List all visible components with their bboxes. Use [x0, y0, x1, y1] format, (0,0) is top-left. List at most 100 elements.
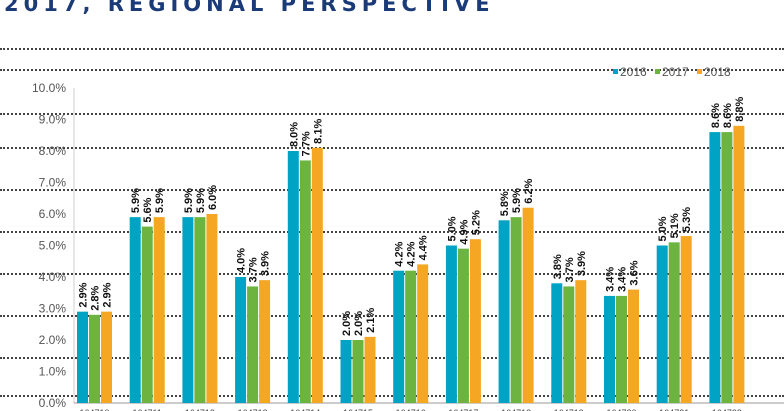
bar-2017 — [721, 132, 733, 403]
x-tick-label: 164717 — [448, 408, 478, 411]
data-label: 5.9% — [183, 188, 195, 213]
y-tick-label: 0.0% — [39, 396, 67, 410]
data-label: 8.1% — [312, 119, 324, 144]
dotted-divider — [0, 189, 784, 191]
bar-2018 — [522, 207, 534, 403]
bar-2016 — [129, 217, 141, 403]
data-label: 7.7% — [300, 131, 312, 156]
bar-group: 4.2%4.2%4.4%164716 — [393, 235, 430, 411]
legend-item: 2016 — [613, 65, 647, 79]
data-label: 8.0% — [288, 122, 300, 147]
data-label: 3.6% — [629, 260, 641, 285]
legend-label: 2018 — [704, 65, 731, 79]
bar-2018 — [575, 280, 587, 403]
data-label: 5.6% — [142, 197, 154, 222]
bar-2016 — [551, 283, 563, 403]
bar-2017 — [510, 217, 522, 403]
data-label: 2.1% — [365, 308, 377, 333]
bar-group: 8.6%8.6%8.8%164722 — [709, 97, 746, 411]
data-label: 3.9% — [260, 251, 272, 276]
y-tick-label: 10.0% — [32, 81, 66, 95]
bar-group: 3.4%3.4%3.6%164720 — [604, 260, 641, 411]
data-label: 2.9% — [78, 282, 90, 307]
bar-2017 — [563, 286, 575, 403]
bar-groups: 2.9%2.8%2.9%1647105.9%5.6%5.9%1647115.9%… — [77, 97, 746, 411]
bar-2017 — [141, 226, 153, 403]
bar-2016 — [656, 245, 668, 403]
bar-2016 — [709, 132, 721, 403]
bar-2018 — [628, 289, 639, 403]
bar-2016 — [445, 245, 457, 403]
data-label: 8.6% — [710, 103, 722, 128]
y-tick-label: 9.0% — [39, 113, 67, 127]
bar-2016 — [604, 295, 615, 403]
data-label: 3.7% — [248, 257, 260, 282]
x-tick-label: 164715 — [343, 408, 373, 411]
legend-label: 2016 — [620, 65, 647, 79]
x-tick-label: 164720 — [606, 408, 636, 411]
x-tick-label: 164714 — [290, 408, 320, 411]
bar-2017 — [247, 286, 259, 403]
x-tick-label: 164721 — [659, 408, 689, 411]
y-tick-label: 5.0% — [39, 239, 67, 253]
data-label: 5.8% — [499, 191, 511, 216]
bar-2018 — [311, 147, 323, 403]
x-tick-label: 164716 — [396, 408, 426, 411]
legend-swatch — [613, 69, 618, 74]
legend-label: 2017 — [662, 65, 689, 79]
dotted-divider — [0, 69, 784, 71]
dotted-divider — [0, 315, 784, 317]
data-label: 2.8% — [90, 286, 102, 311]
bar-group: 8.0%7.7%8.1% 164714 — [287, 119, 324, 411]
bar-2018 — [733, 125, 745, 404]
bar-2017 — [352, 340, 364, 403]
bar-2016 — [287, 151, 299, 403]
dotted-divider — [0, 147, 784, 149]
bar-2017 — [405, 270, 417, 403]
data-label: 5.9% — [130, 188, 142, 213]
legend-item: 2018 — [697, 65, 731, 79]
data-label: 4.0% — [236, 248, 248, 273]
y-tick-label: 6.0% — [39, 207, 67, 221]
data-label: 4.4% — [418, 235, 430, 260]
data-label: 5.1% — [669, 213, 681, 238]
bar-group: 5.8%5.9%6.2% 164718 — [498, 178, 535, 411]
dotted-divider — [0, 273, 784, 275]
bar-2017 — [457, 248, 469, 403]
y-tick-label: 7.0% — [39, 176, 67, 190]
legend-item: 2017 — [655, 65, 689, 79]
legend-swatch — [697, 69, 702, 74]
data-label: 6.0% — [207, 185, 219, 210]
x-tick-label: 164712 — [185, 408, 215, 411]
bar-2017 — [616, 295, 627, 403]
dotted-divider — [0, 357, 784, 359]
data-label: 3.8% — [552, 254, 564, 279]
x-tick-label: 164711 — [133, 408, 162, 411]
bar-group: 5.0%5.1%5.3% 164721 — [656, 207, 693, 411]
data-label: 5.2% — [470, 210, 482, 235]
bar-2016 — [182, 217, 194, 403]
data-label: 2.0% — [353, 311, 365, 336]
bar-2016 — [393, 270, 405, 403]
data-label: 4.2% — [406, 241, 418, 266]
dotted-divider — [0, 231, 784, 233]
y-tick-label: 8.0% — [39, 144, 67, 158]
bar-group: 5.9%5.6%5.9% 164711 — [129, 188, 166, 411]
bar-2016 — [498, 220, 510, 403]
bar-group: 5.0%4.9%5.2% 164717 — [445, 210, 482, 411]
y-tick-label: 4.0% — [39, 270, 67, 284]
bar-2018 — [101, 311, 112, 403]
bar-2017 — [299, 160, 311, 403]
bar-group: 5.9%5.9%6.0%164712 — [182, 185, 219, 411]
chart-title: 2017, REGIONAL PERSPECTIVE — [4, 0, 495, 16]
bar-2018 — [364, 336, 376, 403]
bar-2018 — [680, 236, 692, 403]
bar-2017 — [668, 242, 680, 403]
bar-2018 — [417, 264, 429, 403]
data-label: 4.2% — [394, 241, 406, 266]
data-label: 5.9% — [195, 188, 207, 213]
x-tick-label: 164722 — [712, 408, 742, 411]
bar-2017 — [89, 314, 100, 403]
bar-2016 — [77, 311, 88, 403]
data-label: 3.7% — [564, 257, 576, 282]
